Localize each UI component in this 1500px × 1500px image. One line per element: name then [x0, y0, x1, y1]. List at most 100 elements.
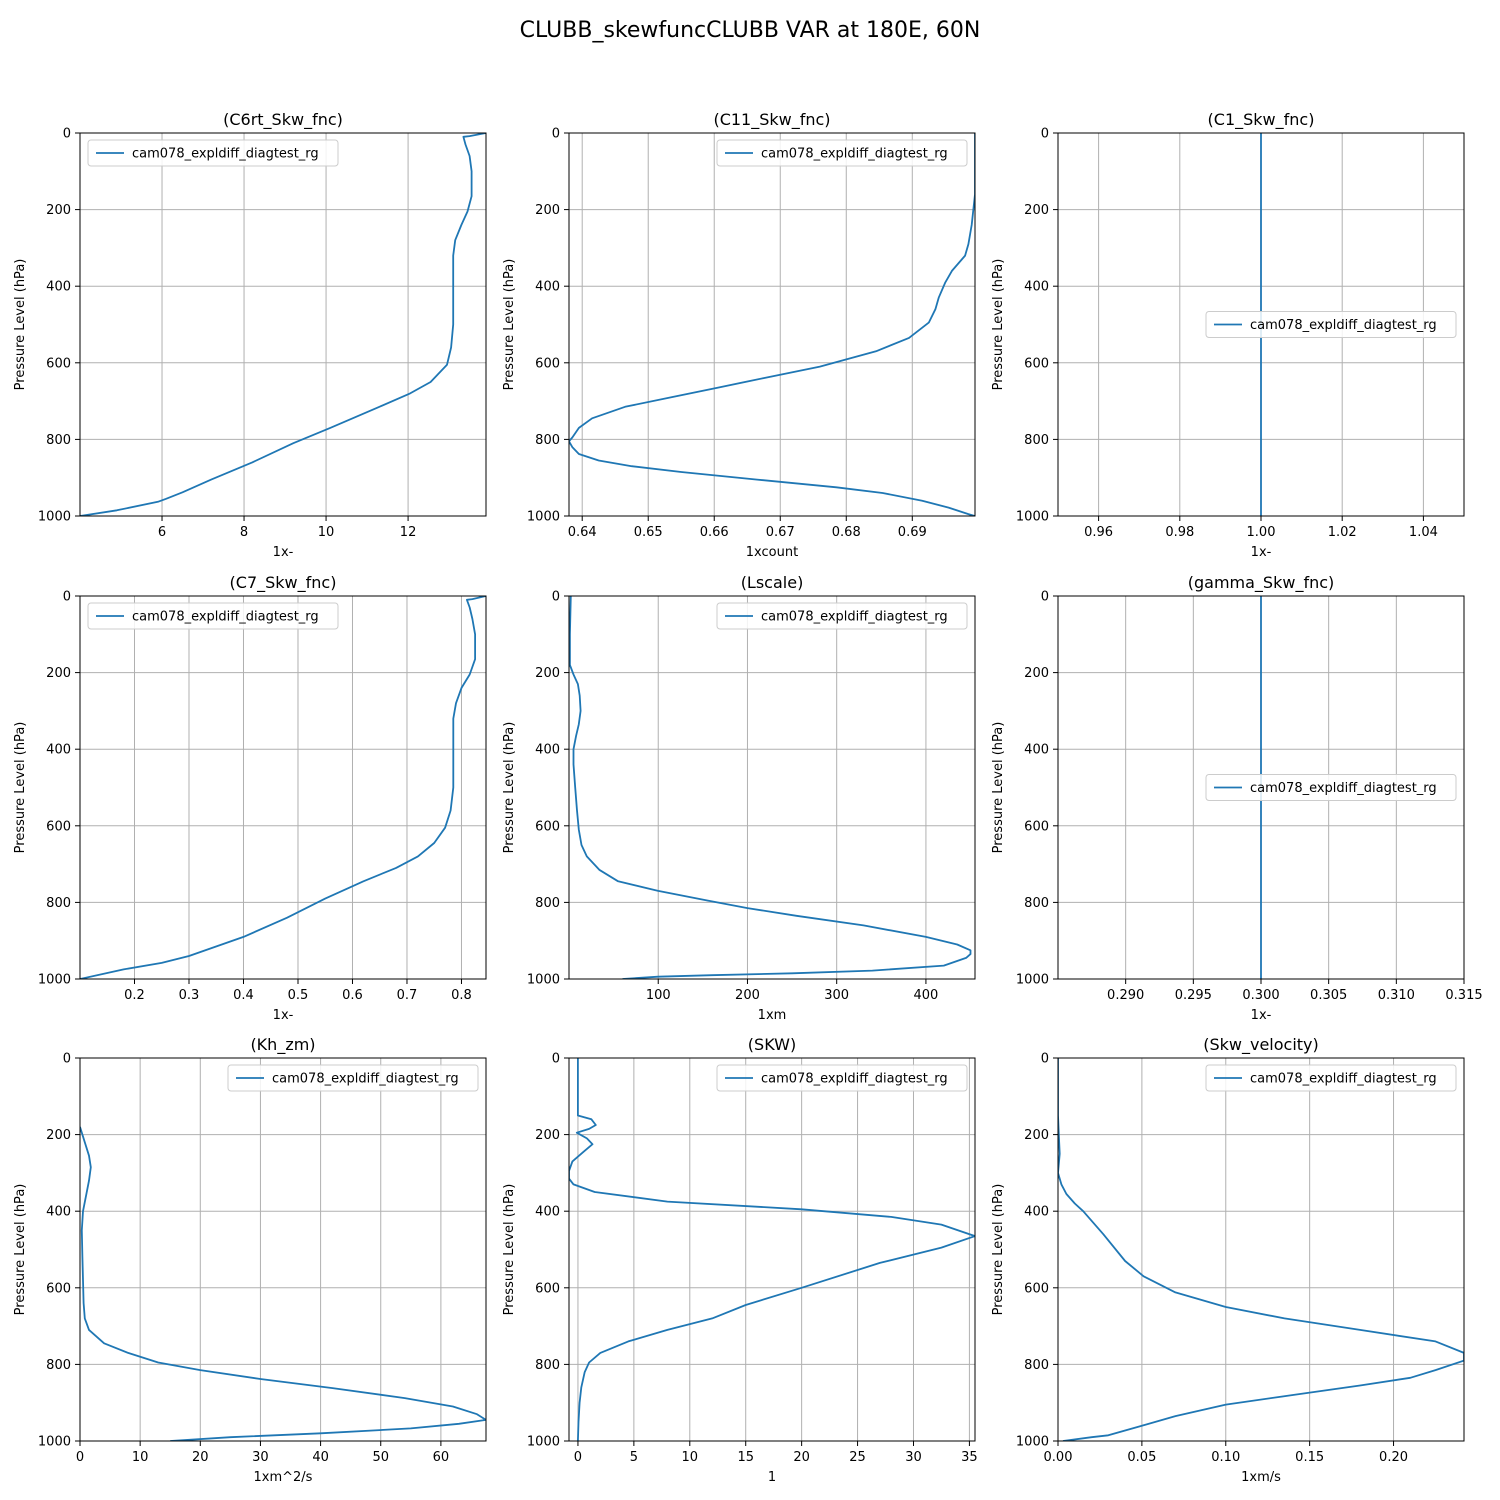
y-tick-label: 1000	[527, 1435, 560, 1450]
x-tick-label: 60	[433, 1450, 450, 1465]
y-tick-label: 600	[1024, 1281, 1049, 1296]
x-tick-label: 0.05	[1127, 1450, 1156, 1465]
y-tick-label: 200	[1024, 666, 1049, 681]
y-tick-label: 600	[1024, 356, 1049, 371]
x-tick-label: 1.02	[1328, 525, 1357, 540]
axes-frame	[1057, 1057, 1465, 1442]
x-tick-label: 100	[646, 988, 671, 1003]
x-tick-label: 0.295	[1175, 988, 1212, 1003]
y-tick-label: 800	[46, 1358, 71, 1373]
series-line	[1058, 1058, 1464, 1441]
x-tick-label: 0.69	[898, 525, 927, 540]
legend: cam078_expldiff_diagtest_rg	[1205, 311, 1457, 338]
y-tick-label: 800	[1024, 896, 1049, 911]
y-tick-label: 0	[552, 1052, 560, 1067]
x-tick-label: 0.2	[124, 988, 145, 1003]
x-tick-label: 6	[158, 525, 166, 540]
chart-title: (C6rt_Skw_fnc)	[223, 110, 343, 130]
x-tick-label: 35	[961, 1450, 978, 1465]
series-line	[80, 1126, 486, 1441]
y-tick-label: 600	[535, 819, 560, 834]
chart-panel-1: 6 8 10 12 0 200 400 600 800 1000 (C6rt_Skw_fnc) 1x-…	[13, 110, 487, 560]
x-tick-label: 0.7	[397, 988, 418, 1003]
x-tick-label: 0.305	[1310, 988, 1347, 1003]
y-tick-label: 0	[552, 127, 560, 142]
legend-label: cam078_expldiff_diagtest_rg	[1250, 318, 1437, 333]
y-tick-label: 200	[46, 1128, 71, 1143]
x-tick-label: 10	[318, 525, 335, 540]
x-tick-label: 50	[372, 1450, 389, 1465]
x-tick-label: 300	[824, 988, 849, 1003]
legend-box	[716, 602, 968, 630]
legend-label: cam078_expldiff_diagtest_rg	[761, 147, 948, 162]
chart-panel-4: 0.2 0.3 0.4 0.5 0.6 0.7 0.8 0 200 400 600 800 1000 (C…	[13, 573, 487, 1023]
x-tick-label: 0.5	[288, 988, 309, 1003]
series-line	[569, 596, 972, 979]
x-tick-label: 0.310	[1378, 988, 1415, 1003]
x-axis-label: 1x-	[1251, 1008, 1272, 1023]
y-tick-label: 0	[1041, 590, 1049, 605]
axes-frame	[79, 595, 487, 980]
y-tick-label: 0	[63, 590, 71, 605]
y-tick-label: 400	[46, 1205, 71, 1220]
legend-label: cam078_expldiff_diagtest_rg	[761, 1072, 948, 1087]
y-tick-label: 600	[46, 356, 71, 371]
chart-title: (gamma_Skw_fnc)	[1188, 573, 1335, 593]
x-axis-label: 1x-	[273, 545, 294, 560]
legend-box	[716, 139, 968, 167]
legend: cam078_expldiff_diagtest_rg	[716, 1064, 968, 1092]
legend-box	[1205, 774, 1457, 801]
y-tick-label: 0	[63, 1052, 71, 1067]
x-tick-label: 0	[574, 1450, 582, 1465]
y-tick-label: 1000	[1016, 510, 1049, 525]
x-tick-label: 0.65	[634, 525, 663, 540]
legend-label: cam078_expldiff_diagtest_rg	[1250, 1072, 1437, 1087]
legend-box	[716, 1064, 968, 1092]
legend-box	[1205, 1064, 1457, 1092]
chart-panel-5: 100 200 300 400 0 200 400 600 800 1000 (Lscale) 1xm…	[502, 573, 976, 1023]
legend: cam078_expldiff_diagtest_rg	[87, 139, 339, 167]
legend: cam078_expldiff_diagtest_rg	[716, 139, 968, 167]
figure-title: CLUBB_skewfuncCLUBB VAR at 180E, 60N	[520, 18, 981, 43]
x-tick-label: 10	[682, 1450, 699, 1465]
y-tick-label: 1000	[527, 973, 560, 988]
y-axis-label: Pressure Level (hPa)	[502, 259, 517, 391]
x-tick-label: 0.3	[179, 988, 200, 1003]
x-tick-label: 10	[132, 1450, 149, 1465]
legend-box	[1205, 311, 1457, 338]
y-tick-label: 800	[1024, 433, 1049, 448]
x-tick-label: 20	[793, 1450, 810, 1465]
chart-title: (Skw_velocity)	[1203, 1035, 1319, 1055]
legend: cam078_expldiff_diagtest_rg	[1205, 774, 1457, 801]
x-axis-label: 1xcount	[746, 545, 798, 560]
x-tick-label: 0.00	[1044, 1450, 1073, 1465]
series-line	[80, 133, 486, 516]
axes-frame	[568, 1057, 976, 1442]
x-axis-label: 1x-	[1251, 545, 1272, 560]
legend-box	[87, 602, 339, 630]
x-tick-label: 0.315	[1445, 988, 1482, 1003]
y-axis-label: Pressure Level (hPa)	[502, 722, 517, 854]
chart-panel-7: 0 10 20 30 40 50 6002004006008001000(Kh_zm)1xm…	[13, 1035, 487, 1485]
chart-panel-8: 0 5 10 15 20 25 30 35 0 200 400 600 800 1000 (SKW) 1 Pre…	[502, 1035, 978, 1485]
series-line	[569, 1058, 975, 1441]
x-tick-label: 0.4	[233, 988, 254, 1003]
chart-panel-9: 0.00 0.05 0.10 0.15 0.20 0 200 400 600 800 1000 (Sk…	[991, 1035, 1465, 1485]
x-tick-label: 15	[737, 1450, 754, 1465]
x-axis-label: 1x-	[273, 1008, 294, 1023]
y-tick-label: 1000	[38, 973, 71, 988]
x-tick-label: 0.10	[1211, 1450, 1240, 1465]
y-tick-label: 1000	[38, 510, 71, 525]
x-tick-label: 20	[192, 1450, 209, 1465]
y-axis-label: Pressure Level (hPa)	[13, 1184, 28, 1316]
y-tick-label: 400	[535, 1205, 560, 1220]
x-tick-label: 0.8	[451, 988, 472, 1003]
axes-frame	[79, 132, 487, 517]
x-tick-label: 0.15	[1295, 1450, 1324, 1465]
x-tick-label: 30	[252, 1450, 269, 1465]
axes-frame	[79, 1057, 487, 1442]
axes-frame	[568, 595, 976, 980]
legend-label: cam078_expldiff_diagtest_rg	[272, 1072, 459, 1087]
